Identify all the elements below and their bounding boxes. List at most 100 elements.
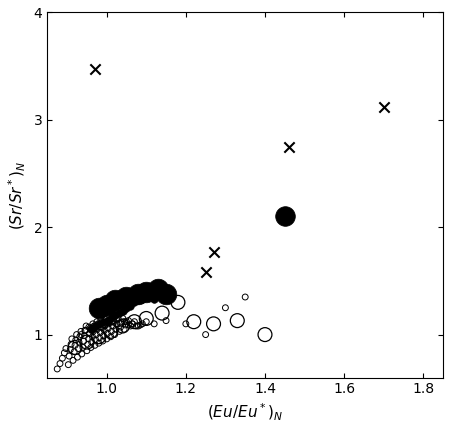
Point bbox=[93, 318, 100, 325]
Point bbox=[125, 317, 132, 324]
Point bbox=[90, 328, 97, 335]
Point bbox=[107, 315, 114, 322]
Point bbox=[76, 333, 83, 340]
Point bbox=[83, 339, 90, 346]
Point bbox=[123, 304, 130, 311]
Point bbox=[131, 318, 138, 325]
Point bbox=[261, 331, 269, 338]
Point bbox=[99, 318, 106, 325]
Point bbox=[95, 340, 103, 347]
Point bbox=[103, 301, 110, 308]
Point bbox=[121, 326, 128, 333]
Point bbox=[68, 341, 75, 348]
Point bbox=[112, 326, 119, 333]
Point bbox=[59, 355, 66, 362]
Point bbox=[123, 318, 130, 325]
Point bbox=[202, 331, 209, 338]
Point bbox=[65, 361, 72, 368]
Point bbox=[119, 307, 126, 314]
Point bbox=[133, 322, 140, 329]
Point bbox=[73, 331, 80, 338]
Point bbox=[154, 286, 162, 293]
Point bbox=[61, 350, 68, 356]
Point bbox=[66, 353, 73, 359]
Point bbox=[135, 297, 142, 304]
Point bbox=[135, 290, 142, 297]
Point bbox=[91, 322, 99, 329]
Point bbox=[113, 316, 120, 323]
Point bbox=[91, 342, 99, 349]
Point bbox=[74, 354, 81, 361]
Point bbox=[101, 327, 108, 334]
Point bbox=[71, 348, 78, 355]
Point bbox=[115, 310, 122, 316]
Point bbox=[79, 344, 86, 351]
Point bbox=[103, 335, 110, 342]
Point bbox=[89, 320, 96, 327]
Point bbox=[118, 319, 126, 326]
Point bbox=[104, 330, 111, 337]
Point bbox=[123, 294, 130, 301]
Point bbox=[242, 294, 249, 301]
Point bbox=[99, 338, 106, 344]
Point bbox=[222, 304, 229, 311]
Point bbox=[127, 302, 134, 309]
Point bbox=[281, 213, 288, 220]
Point bbox=[162, 317, 170, 324]
Point bbox=[182, 320, 189, 327]
Point bbox=[143, 315, 150, 322]
Point bbox=[139, 320, 146, 327]
Point bbox=[109, 322, 116, 329]
Point bbox=[110, 317, 117, 324]
Point bbox=[102, 322, 109, 329]
Point bbox=[85, 335, 92, 342]
Point bbox=[94, 326, 101, 333]
Point bbox=[67, 346, 74, 353]
Point bbox=[99, 318, 106, 325]
Point bbox=[190, 318, 198, 325]
Point bbox=[119, 315, 126, 322]
Point bbox=[78, 350, 86, 357]
Point bbox=[107, 333, 114, 340]
Point bbox=[174, 299, 181, 306]
Point bbox=[81, 327, 89, 334]
Point bbox=[83, 347, 90, 354]
Point bbox=[106, 314, 113, 321]
Point bbox=[139, 296, 146, 303]
Point bbox=[72, 337, 80, 344]
Point bbox=[72, 344, 79, 351]
Point bbox=[119, 322, 126, 329]
Point bbox=[129, 320, 136, 327]
Point bbox=[101, 322, 108, 329]
Point bbox=[98, 324, 105, 331]
Point bbox=[111, 297, 118, 304]
Point bbox=[125, 322, 132, 329]
Point bbox=[103, 317, 110, 324]
Point bbox=[86, 324, 93, 331]
Point bbox=[97, 316, 104, 323]
Point bbox=[151, 296, 158, 303]
Point bbox=[234, 317, 241, 324]
Point bbox=[107, 328, 114, 335]
Point bbox=[87, 326, 94, 333]
Point bbox=[115, 315, 122, 322]
Point bbox=[88, 339, 95, 346]
Point bbox=[86, 330, 93, 337]
Point bbox=[147, 292, 154, 299]
Point bbox=[63, 345, 70, 352]
Point bbox=[76, 339, 83, 346]
Point bbox=[143, 294, 150, 301]
Point bbox=[96, 335, 103, 341]
Point bbox=[109, 318, 116, 325]
Point bbox=[54, 366, 61, 372]
Point bbox=[90, 322, 98, 329]
Point bbox=[84, 341, 91, 348]
Point bbox=[75, 345, 82, 352]
Point bbox=[72, 342, 79, 349]
Point bbox=[97, 329, 104, 336]
Point bbox=[210, 249, 217, 255]
Point bbox=[151, 320, 158, 327]
Point bbox=[92, 337, 99, 344]
Point bbox=[81, 332, 88, 339]
Point bbox=[82, 327, 89, 334]
